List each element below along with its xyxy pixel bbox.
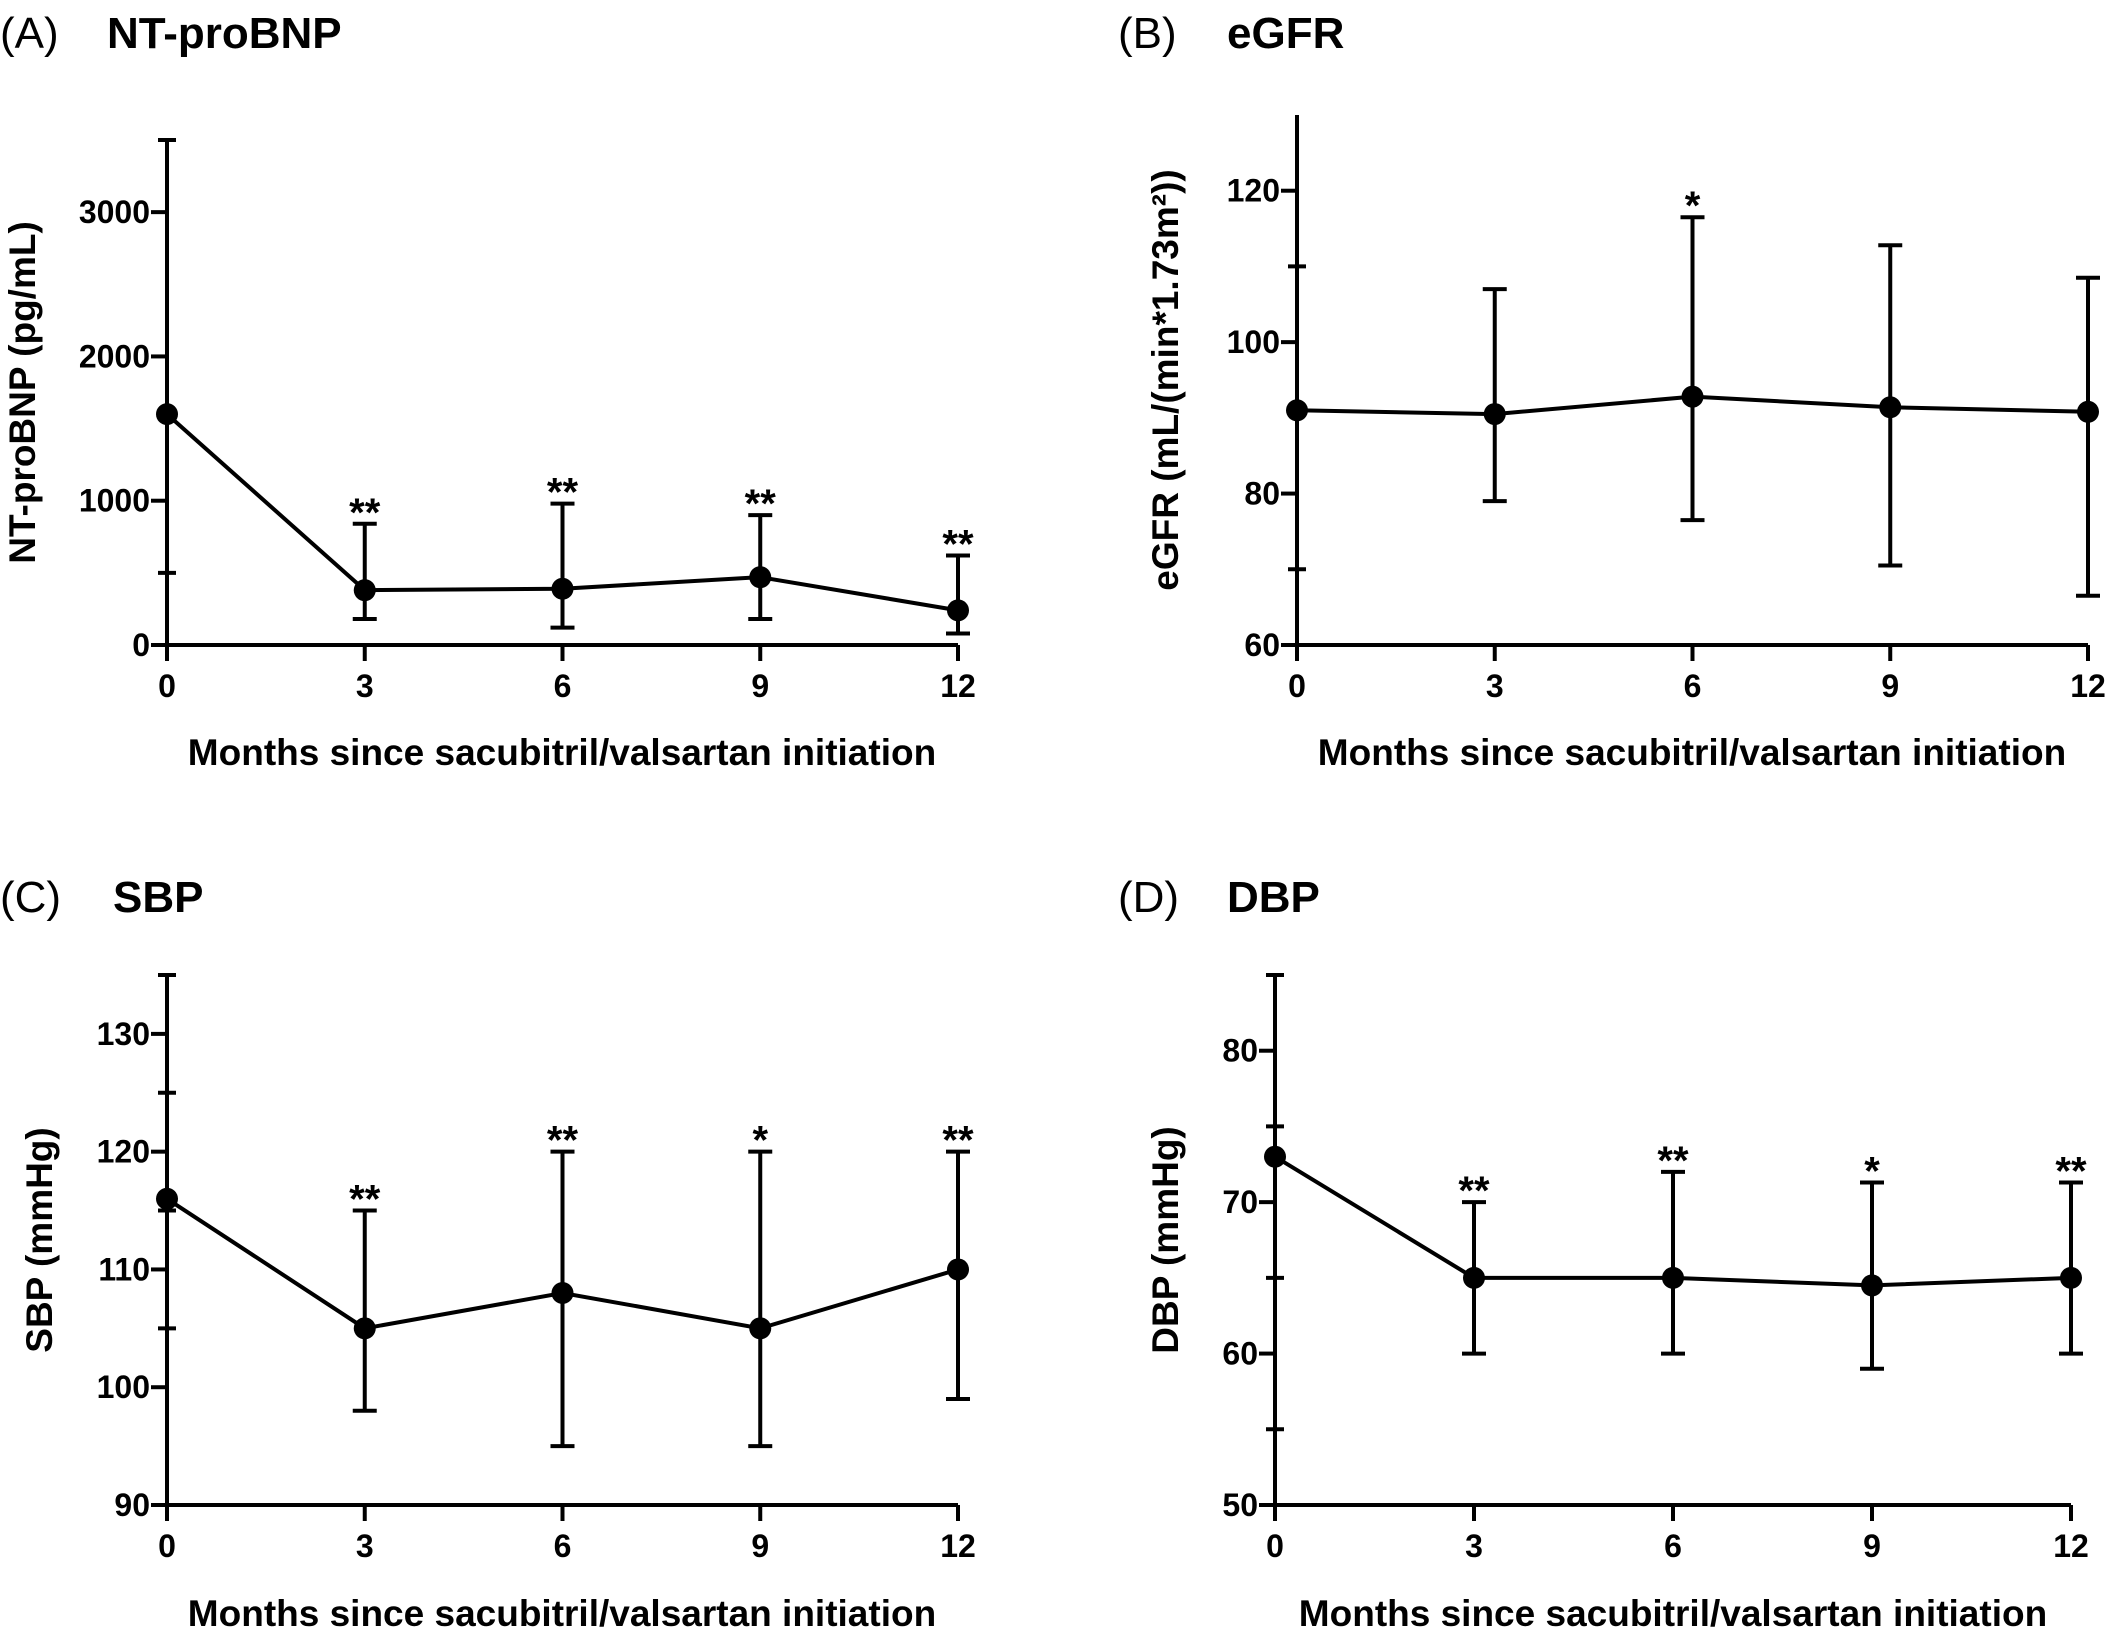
data-point [353,1317,376,1340]
x-tick-label: 3 [1465,1528,1483,1564]
y-tick-label: 120 [97,1134,150,1170]
significance-marker: ** [1458,1169,1490,1213]
panel-letter: (A) [0,9,59,58]
y-tick-label: 90 [114,1487,150,1523]
significance-marker: ** [2055,1149,2087,1193]
y-tick-label: 1000 [79,483,150,519]
x-tick-label: 6 [554,1528,572,1564]
x-tick-label: 9 [751,668,769,704]
data-point [1662,1266,1684,1289]
data-point [1861,1274,1883,1297]
panel-title: NT-proBNP [107,9,342,58]
x-tick-label: 6 [554,668,572,704]
panel-title: eGFR [1227,9,1344,58]
significance-marker: ** [547,471,579,515]
data-point [551,1282,574,1304]
y-tick-label: 80 [1222,1033,1258,1069]
data-point [1463,1266,1485,1289]
x-tick-label: 12 [2070,668,2106,704]
y-axis-label: eGFR (mL/(min*1.73m²)) [1145,169,1186,590]
data-point [2060,1266,2082,1289]
y-tick-label: 100 [97,1369,150,1405]
significance-marker: ** [547,1119,579,1163]
significance-marker: * [1685,184,1701,228]
panel-letter: (B) [1118,9,1177,58]
panel-letter: (D) [1118,873,1179,922]
y-tick-label: 80 [1244,476,1280,512]
data-point [551,577,574,600]
y-tick-label: 60 [1244,627,1280,663]
x-axis-label: Months since sacubitril/valsartan initia… [188,732,936,773]
x-tick-label: 0 [158,1528,176,1564]
data-point [1286,399,1308,422]
data-point [947,599,969,622]
x-axis-label: Months since sacubitril/valsartan initia… [1299,1593,2047,1631]
x-tick-label: 12 [2053,1528,2089,1564]
y-tick-label: 3000 [79,194,150,230]
y-tick-label: 120 [1227,173,1280,209]
y-tick-label: 0 [132,627,150,663]
significance-marker: * [752,1119,768,1163]
y-axis-label: SBP (mmHg) [19,1127,60,1352]
x-tick-label: 9 [1881,668,1899,704]
x-tick-label: 9 [751,1528,769,1564]
x-tick-label: 6 [1684,668,1702,704]
panel-letter: (C) [0,873,61,922]
y-tick-label: 110 [98,1251,150,1287]
significance-marker: ** [1657,1139,1689,1183]
y-axis-label: DBP (mmHg) [1145,1126,1186,1354]
significance-marker: ** [942,1119,974,1163]
y-tick-label: 70 [1222,1184,1258,1220]
data-point [947,1258,969,1281]
data-point [749,566,772,589]
significance-marker: ** [349,1178,381,1222]
x-axis-label: Months since sacubitril/valsartan initia… [188,1593,936,1631]
data-point [156,1187,178,1210]
x-tick-label: 6 [1664,1528,1682,1564]
panel-title: DBP [1227,873,1320,922]
x-tick-label: 12 [940,668,976,704]
x-axis-label: Months since sacubitril/valsartan initia… [1318,732,2066,773]
significance-marker: * [1864,1149,1880,1193]
x-tick-label: 3 [356,668,374,704]
data-point [1681,385,1704,408]
significance-marker: ** [745,482,777,526]
data-point [156,403,178,426]
data-point [1264,1145,1286,1168]
x-tick-label: 12 [940,1528,976,1564]
y-tick-label: 130 [97,1016,150,1052]
y-tick-label: 60 [1222,1336,1258,1372]
x-tick-label: 0 [1266,1528,1284,1564]
panel-title: SBP [113,873,203,922]
data-point [2077,400,2099,423]
y-tick-label: 100 [1227,324,1280,360]
significance-marker: ** [349,491,381,535]
x-tick-label: 3 [1486,668,1504,704]
data-point [1879,396,1902,419]
y-axis-label: NT-proBNP (pg/mL) [2,221,43,564]
y-tick-label: 2000 [79,338,150,374]
y-tick-label: 50 [1222,1487,1258,1523]
x-tick-label: 9 [1863,1528,1881,1564]
x-tick-label: 0 [1288,668,1306,704]
data-point [1483,403,1506,426]
data-point [749,1317,772,1340]
x-tick-label: 0 [158,668,176,704]
significance-marker: ** [942,523,974,567]
x-tick-label: 3 [356,1528,374,1564]
data-point [353,579,376,602]
